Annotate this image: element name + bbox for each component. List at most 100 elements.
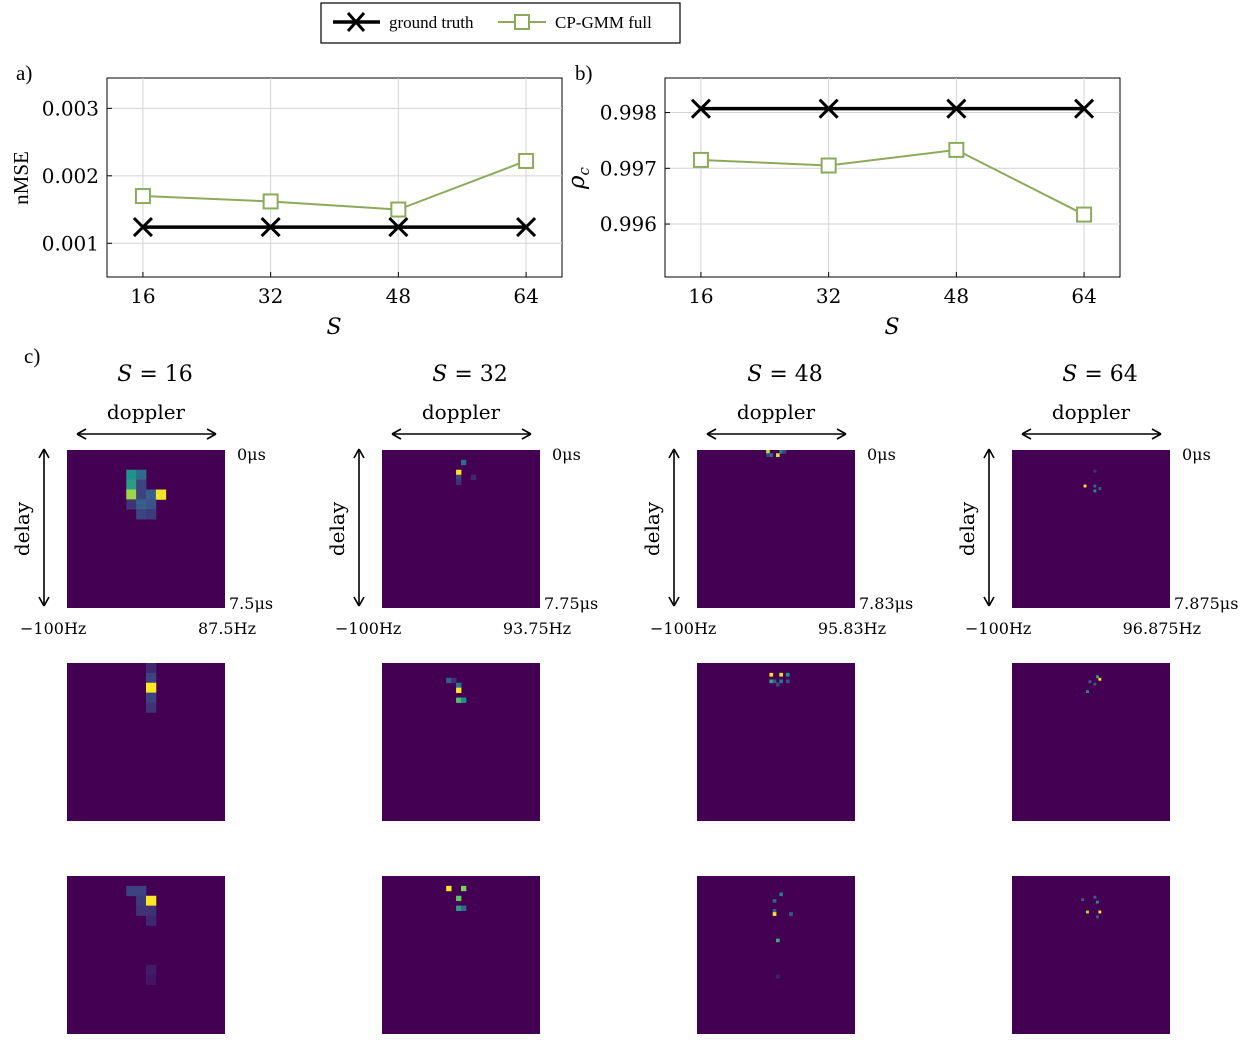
data-point-ground-truth — [388, 217, 409, 238]
x-tick-labels-b: 16 32 48 64 — [688, 284, 1097, 308]
heatmap-cell — [1095, 675, 1099, 679]
heatmap-cell — [461, 905, 467, 911]
heatmap-cell — [146, 974, 157, 986]
data-point-ground-truth — [260, 217, 281, 238]
heatmap-cell — [776, 453, 780, 457]
data-point-ground-truth — [516, 217, 537, 238]
data-point-cp-gmm-full — [134, 188, 151, 205]
gridlines-a — [107, 78, 562, 277]
double-arrow-vertical-icon — [983, 448, 995, 607]
heatmap-cell — [1093, 489, 1097, 493]
doppler-max-label: 93.75Hz — [503, 619, 571, 638]
y-tick-label: 0.001 — [42, 231, 99, 255]
delay-max-label: 7.83μs — [859, 594, 913, 613]
heatmap-panel — [1012, 663, 1170, 821]
heatmap-title-value: 16 — [165, 362, 193, 387]
square-marker-icon — [514, 14, 530, 30]
heatmap-cell — [461, 697, 467, 703]
heatmap-cell — [1081, 898, 1084, 902]
data-point-ground-truth — [132, 217, 153, 238]
heatmap-column-title: S = 16 — [117, 362, 193, 387]
data-point-ground-truth — [946, 98, 967, 119]
data-point-ground-truth — [1074, 98, 1095, 119]
plot-nmse: a) 16 32 48 64 0.001 0.002 0.003 S nMSE — [9, 61, 563, 340]
y-tick-labels-a: 0.001 0.002 0.003 — [42, 96, 99, 255]
heatmap-panel — [1012, 876, 1170, 1034]
heatmap-panel — [67, 450, 225, 608]
heatmap-background — [382, 876, 540, 1034]
heatmap-cell — [779, 672, 783, 677]
data-point-cp-gmm-full — [1076, 206, 1093, 223]
data-point-cp-gmm-full — [692, 151, 709, 168]
data-point-ground-truth — [690, 98, 711, 119]
x-tick-label: 16 — [130, 284, 155, 308]
heatmap-cell — [456, 905, 462, 911]
delay-max-label: 7.5μs — [229, 594, 273, 613]
heatmap-background — [1012, 876, 1170, 1034]
heatmap-cell — [146, 509, 157, 520]
heatmap-cell — [461, 885, 467, 892]
data-point-cp-gmm-full — [390, 201, 407, 218]
heatmap-cell — [461, 459, 467, 466]
x-axis-label-b: S — [884, 315, 899, 340]
delay-axis-label: delay — [325, 501, 349, 556]
doppler-axis-label: doppler — [107, 400, 186, 424]
delay-min-label: 0μs — [552, 445, 581, 464]
heatmap-title-value: 32 — [480, 362, 508, 387]
legend-entry-ground-truth: ground truth — [333, 12, 474, 32]
heatmap-title-value: 64 — [1110, 362, 1138, 387]
heatmap-column-title: S = 48 — [747, 362, 823, 387]
heatmap-cell — [766, 450, 770, 454]
heatmap-background — [697, 663, 855, 821]
y-tick-label: 0.003 — [42, 96, 99, 120]
doppler-min-label: −100Hz — [650, 619, 716, 638]
plot-rho: b) 16 32 48 64 0.998 0.997 0.996 S ρc — [564, 61, 1121, 340]
heatmap-title-equals: = — [132, 362, 164, 387]
heatmap-column-s48: S = 48 doppler delay 0μs 7.83μs −100Hz 95.83Hz — [640, 362, 913, 1034]
heatmap-cell — [769, 453, 774, 457]
x-tick-label: 64 — [513, 284, 538, 308]
heatmap-panel — [67, 663, 225, 821]
data-point-cp-gmm-full — [948, 141, 965, 158]
heatmap-cell — [136, 885, 147, 897]
heatmap-cell — [146, 692, 157, 703]
x-tick-label: 32 — [816, 284, 841, 308]
heatmap-cell — [1098, 910, 1102, 914]
delay-axis-label: delay — [640, 501, 664, 556]
heatmap-cell — [126, 489, 137, 500]
series-line-cp-gmm-full — [142, 160, 527, 211]
heatmap-cell — [456, 479, 462, 485]
delay-min-label: 0μs — [1182, 445, 1211, 464]
heatmap-cell — [456, 697, 462, 703]
heatmap-cell — [446, 677, 452, 684]
heatmap-cell — [779, 450, 783, 454]
heatmap-column-title: S = 32 — [432, 362, 508, 387]
y-tick-label: 0.002 — [42, 164, 99, 188]
x-tick-label: 48 — [944, 284, 969, 308]
heatmap-panel — [382, 450, 540, 608]
heatmap-cell — [146, 682, 157, 694]
double-arrow-horizontal-icon — [1021, 428, 1162, 440]
heatmap-cell — [146, 905, 157, 916]
heatmap-cell — [785, 679, 790, 684]
heatmap-cell — [456, 474, 462, 481]
heatmap-cell — [456, 682, 462, 689]
heatmap-cell — [782, 450, 787, 454]
heatmap-cell — [1093, 484, 1097, 488]
doppler-axis-label: doppler — [737, 400, 816, 424]
heatmap-cell — [456, 895, 462, 902]
heatmap-cell — [1098, 487, 1102, 490]
heatmap-cell — [1095, 900, 1099, 904]
heatmap-cell — [146, 499, 157, 510]
heatmap-background — [1012, 663, 1170, 821]
y-axis-label-b-subscript: c — [575, 166, 593, 175]
delay-axis-label: delay — [955, 501, 979, 556]
heatmap-cell — [1093, 469, 1097, 473]
heatmap-cell — [776, 938, 780, 943]
heatmap-title-variable: S — [1062, 362, 1077, 387]
heatmap-cell — [1086, 690, 1089, 694]
heatmap-cell — [1093, 682, 1097, 686]
legend: ground truth CP-GMM full — [320, 2, 681, 44]
doppler-max-label: 96.875Hz — [1123, 619, 1201, 638]
